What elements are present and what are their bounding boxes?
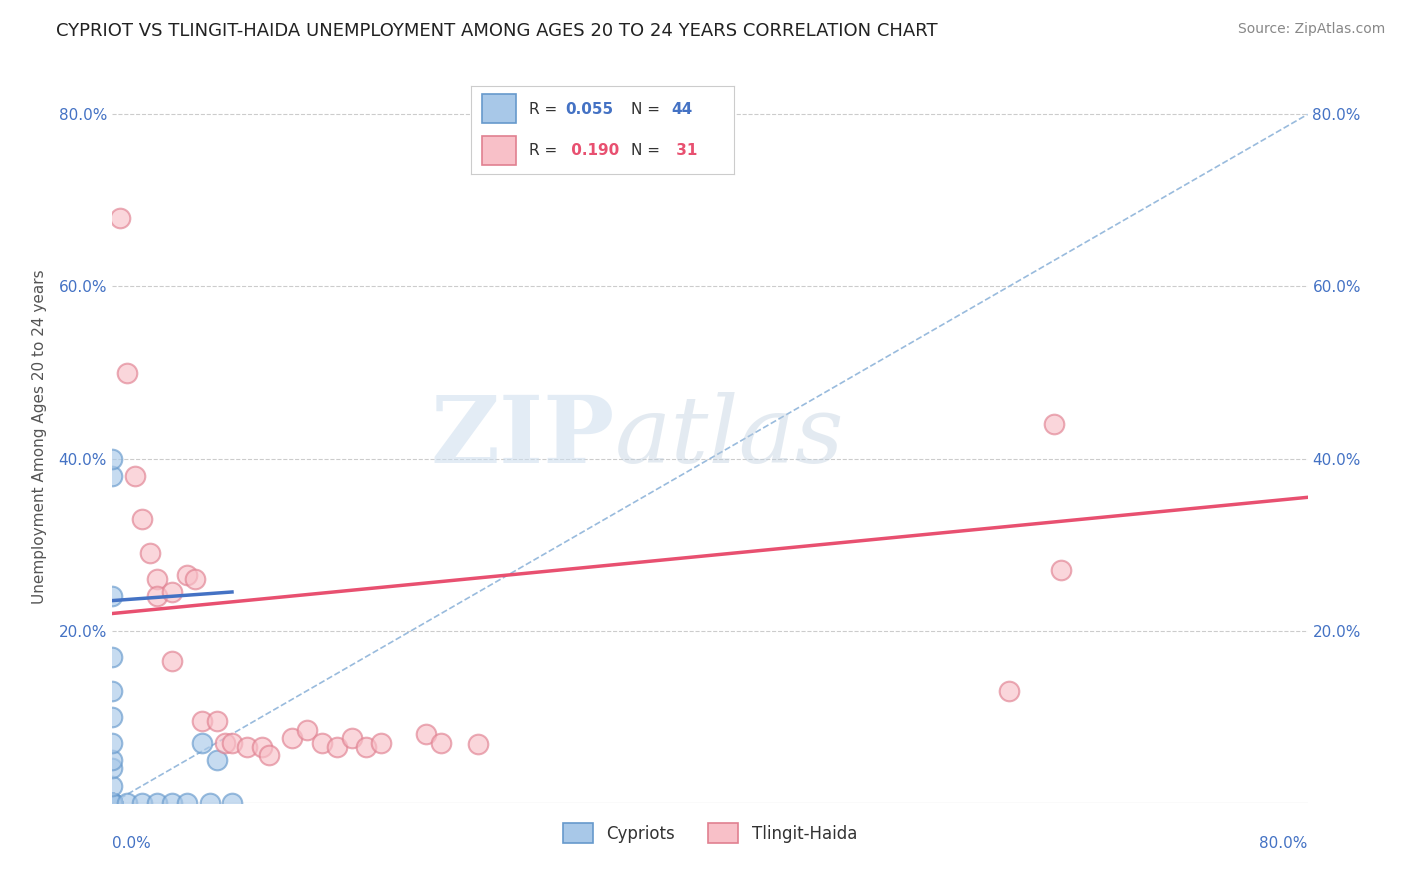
- Point: [101, 796, 124, 810]
- Point: [108, 211, 131, 225]
- Point: [101, 796, 124, 810]
- Point: [101, 796, 124, 810]
- Point: [139, 546, 162, 560]
- Point: [340, 731, 363, 746]
- Y-axis label: Unemployment Among Ages 20 to 24 years: Unemployment Among Ages 20 to 24 years: [32, 269, 48, 605]
- Point: [101, 796, 124, 810]
- Point: [101, 796, 124, 810]
- Point: [101, 796, 124, 810]
- Point: [101, 796, 124, 810]
- Point: [101, 796, 124, 810]
- Point: [124, 468, 146, 483]
- Point: [101, 796, 124, 810]
- Point: [117, 366, 139, 380]
- Point: [101, 796, 124, 810]
- Point: [250, 739, 273, 754]
- Point: [162, 654, 183, 668]
- Point: [101, 796, 124, 810]
- Point: [117, 796, 139, 810]
- Point: [146, 572, 169, 586]
- Point: [370, 735, 392, 749]
- Point: [1050, 564, 1073, 578]
- Text: ZIP: ZIP: [430, 392, 614, 482]
- Point: [221, 735, 243, 749]
- Point: [101, 796, 124, 810]
- Point: [101, 779, 124, 793]
- Point: [415, 727, 437, 741]
- Text: Source: ZipAtlas.com: Source: ZipAtlas.com: [1237, 22, 1385, 37]
- Point: [325, 739, 347, 754]
- Point: [176, 567, 198, 582]
- Point: [101, 761, 124, 775]
- Point: [101, 796, 124, 810]
- Point: [198, 796, 221, 810]
- Point: [101, 796, 124, 810]
- Point: [101, 796, 124, 810]
- Point: [101, 796, 124, 810]
- Point: [430, 735, 453, 749]
- Point: [162, 585, 183, 599]
- Point: [101, 796, 124, 810]
- Point: [162, 796, 183, 810]
- Point: [101, 649, 124, 664]
- Point: [205, 714, 228, 728]
- Point: [101, 796, 124, 810]
- Point: [176, 796, 198, 810]
- Point: [101, 796, 124, 810]
- Point: [101, 753, 124, 767]
- Point: [214, 735, 236, 749]
- Point: [146, 796, 169, 810]
- Point: [101, 796, 124, 810]
- Text: 80.0%: 80.0%: [1260, 836, 1308, 851]
- Point: [356, 739, 378, 754]
- Point: [101, 796, 124, 810]
- Text: atlas: atlas: [614, 392, 844, 482]
- Point: [221, 796, 243, 810]
- Point: [101, 451, 124, 466]
- Point: [998, 684, 1021, 698]
- Point: [236, 739, 259, 754]
- Point: [101, 710, 124, 724]
- Point: [191, 714, 214, 728]
- Legend: Cypriots, Tlingit-Haida: Cypriots, Tlingit-Haida: [557, 817, 863, 849]
- Point: [101, 796, 124, 810]
- Text: 0.0%: 0.0%: [112, 836, 152, 851]
- Point: [101, 796, 124, 810]
- Point: [183, 572, 205, 586]
- Point: [101, 684, 124, 698]
- Point: [295, 723, 318, 737]
- Point: [1042, 417, 1064, 432]
- Point: [101, 589, 124, 603]
- Point: [131, 796, 153, 810]
- Point: [131, 512, 153, 526]
- Point: [281, 731, 304, 746]
- Point: [101, 796, 124, 810]
- Point: [311, 735, 333, 749]
- Point: [205, 753, 228, 767]
- Point: [101, 468, 124, 483]
- Point: [101, 735, 124, 749]
- Point: [191, 735, 214, 749]
- Text: CYPRIOT VS TLINGIT-HAIDA UNEMPLOYMENT AMONG AGES 20 TO 24 YEARS CORRELATION CHAR: CYPRIOT VS TLINGIT-HAIDA UNEMPLOYMENT AM…: [56, 22, 938, 40]
- Point: [146, 589, 169, 603]
- Point: [259, 748, 281, 763]
- Point: [101, 796, 124, 810]
- Point: [467, 737, 489, 751]
